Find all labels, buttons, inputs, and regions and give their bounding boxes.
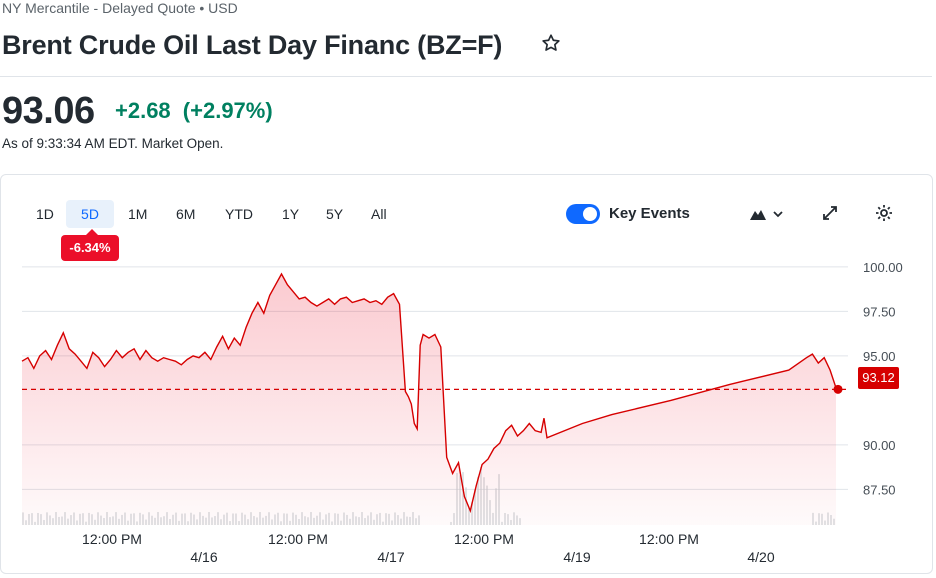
y-tick-label: 87.50 <box>863 482 896 497</box>
mountain-chart-icon[interactable] <box>748 205 768 223</box>
x-tick-label: 12:00 PM <box>268 531 328 547</box>
range-6m[interactable]: 6M <box>176 206 196 222</box>
y-tick-label: 97.50 <box>863 304 896 319</box>
gear-icon[interactable] <box>874 203 894 223</box>
range-1y[interactable]: 1Y <box>282 206 300 222</box>
page-title: Brent Crude Oil Last Day Financ (BZ=F) <box>2 30 503 60</box>
expand-icon[interactable] <box>821 204 839 222</box>
last-price-label: 93.12 <box>858 367 899 389</box>
star-icon[interactable] <box>540 32 562 54</box>
header-divider <box>0 76 932 77</box>
range-change-badge: -6.34% <box>61 229 119 261</box>
range-all[interactable]: All <box>371 206 387 222</box>
toggle-knob <box>583 207 597 221</box>
x-tick-label: 12:00 PM <box>639 531 699 547</box>
price-area <box>22 274 836 525</box>
chevron-down-icon[interactable] <box>772 208 784 220</box>
range-1d[interactable]: 1D <box>36 206 54 222</box>
x-tick-label: 4/17 <box>377 549 404 565</box>
exchange-info: NY Mercantile - Delayed Quote • USD <box>2 0 238 16</box>
x-tick-label: 4/16 <box>190 549 217 565</box>
x-tick-label: 4/20 <box>747 549 774 565</box>
price-change: +2.68 (+2.97%) <box>115 98 273 124</box>
x-axis: 12:00 PM 4/16 12:00 PM 4/17 12:00 PM 4/19 12:0… <box>82 531 775 565</box>
current-price: 93.06 <box>2 90 95 132</box>
price-line <box>21 272 837 514</box>
key-events-toggle[interactable] <box>566 204 600 224</box>
range-5y[interactable]: 5Y <box>326 206 344 222</box>
price-change-value: +2.68 <box>115 98 171 123</box>
market-status: As of 9:33:34 AM EDT. Market Open. <box>2 136 224 151</box>
last-price-dot <box>833 384 843 394</box>
range-1m[interactable]: 1M <box>128 206 148 222</box>
x-tick-label: 4/19 <box>563 549 590 565</box>
key-events-label: Key Events <box>609 205 690 222</box>
y-axis: 100.00 97.50 95.00 90.00 87.50 <box>863 260 903 498</box>
range-5d[interactable]: 5D <box>66 200 114 228</box>
y-tick-label: 95.00 <box>863 349 896 364</box>
y-tick-label: 100.00 <box>863 260 903 275</box>
range-ytd[interactable]: YTD <box>225 206 253 222</box>
x-tick-label: 12:00 PM <box>82 531 142 547</box>
y-tick-label: 90.00 <box>863 438 896 453</box>
price-change-percent: (+2.97%) <box>182 98 273 123</box>
x-tick-label: 12:00 PM <box>454 531 514 547</box>
